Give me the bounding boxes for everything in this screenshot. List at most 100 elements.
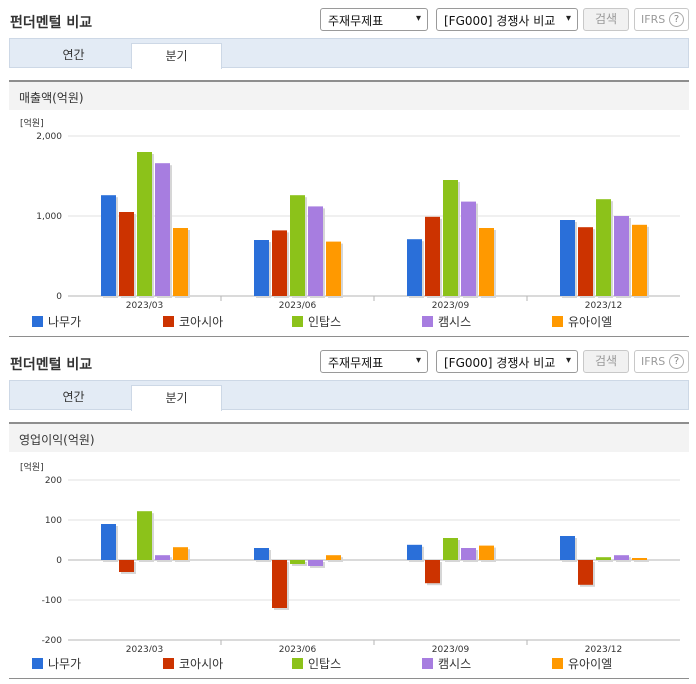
x-tick-label: 2023/12 [585, 645, 622, 652]
legend-swatch [32, 316, 43, 327]
statement-select-value: 주재무제표 [328, 356, 384, 370]
bar-5 [173, 228, 188, 296]
bar-3 [290, 560, 305, 564]
y-tick-label: 1,000 [36, 212, 62, 222]
section-header: 영업이익(억원) [9, 422, 689, 452]
search-button[interactable]: 검색 [583, 8, 629, 31]
ifrs-button[interactable]: IFRS ? [634, 350, 689, 373]
bar-4 [461, 548, 476, 560]
panel-title: 펀더멘털 비교 [10, 357, 93, 373]
bar-2 [578, 227, 593, 296]
bar-1 [254, 240, 269, 296]
legend-label: 인탑스 [308, 315, 342, 329]
bar-shadow [634, 560, 649, 562]
y-tick-label: 100 [45, 516, 62, 526]
revenue-bar-chart: [억원] 0 1,000 2,000 2023/03 2023/06 2023/09 2023… [20, 117, 680, 310]
question-circle-icon[interactable]: ? [669, 12, 684, 27]
legend-item[interactable]: 코아시아 [163, 313, 223, 330]
section-header: 매출액(억원) [9, 80, 689, 110]
x-tick-label: 2023/03 [126, 301, 163, 310]
bar-3 [290, 195, 305, 296]
bar-5 [326, 555, 341, 560]
x-tick-label: 2023/09 [432, 645, 470, 652]
legend-label: 나무가 [48, 315, 82, 329]
compare-select[interactable]: [FG000] 경쟁사 비교 ▾ [436, 8, 578, 31]
y-unit-label: [억원] [20, 461, 44, 473]
chevron-down-icon: ▾ [415, 355, 421, 366]
legend-swatch [163, 316, 174, 327]
bar-2 [578, 560, 593, 585]
legend-item[interactable]: 캠시스 [422, 655, 471, 672]
bar-2 [425, 216, 440, 296]
tab-quarterly[interactable]: 분기 [131, 385, 222, 411]
statement-select[interactable]: 주재무제표 ▾ [320, 8, 428, 31]
legend-swatch [292, 658, 303, 669]
legend-item[interactable]: 캠시스 [422, 313, 471, 330]
bar-4 [155, 163, 170, 296]
legend-label: 인탑스 [308, 657, 342, 671]
bar-2 [119, 212, 134, 296]
bar-4 [155, 555, 170, 560]
bar-3 [137, 152, 152, 296]
legend-item[interactable]: 인탑스 [292, 313, 341, 330]
bar-5 [479, 228, 494, 296]
chevron-down-icon: ▾ [565, 355, 571, 366]
bar-4 [614, 216, 629, 296]
x-tick-label: 2023/06 [279, 645, 317, 652]
operating-profit-bar-chart: [억원] -200 -100 0 100 200 2023/03 2023/06 2023/09… [20, 461, 680, 652]
ifrs-button[interactable]: IFRS ? [634, 8, 689, 31]
bar-2 [272, 230, 287, 296]
y-tick-label: 2,000 [36, 132, 62, 142]
x-tick-label: 2023/06 [279, 301, 317, 310]
bar-3 [596, 199, 611, 296]
legend-swatch [32, 658, 43, 669]
bar-4 [308, 560, 323, 566]
fundamental-panel-operating-profit: 펀더멘털 비교 주재무제표 ▾ [FG000] 경쟁사 비교 ▾ 검색 IFRS… [0, 342, 696, 684]
chart-legend: 나무가 코아시아 인탑스 캠시스 유아이엘 [32, 655, 672, 671]
legend-item[interactable]: 유아이엘 [552, 313, 612, 330]
statement-select[interactable]: 주재무제표 ▾ [320, 350, 428, 373]
legend-label: 코아시아 [179, 657, 224, 671]
period-tabs: 연간 분기 [9, 380, 689, 411]
legend-item[interactable]: 유아이엘 [552, 655, 612, 672]
chart-legend: 나무가 코아시아 인탑스 캠시스 유아이엘 [32, 313, 672, 329]
legend-label: 캠시스 [438, 315, 472, 329]
fundamental-panel-revenue: 펀더멘털 비교 주재무제표 ▾ [FG000] 경쟁사 비교 ▾ 검색 IFRS… [9, 8, 689, 337]
bar-1 [101, 524, 116, 560]
legend-item[interactable]: 인탑스 [292, 655, 341, 672]
y-tick-label: 0 [56, 292, 62, 302]
y-tick-label: -100 [42, 596, 63, 606]
chevron-down-icon: ▾ [415, 13, 421, 24]
legend-item[interactable]: 코아시아 [163, 655, 223, 672]
legend-swatch [552, 658, 563, 669]
bar-5 [479, 545, 494, 560]
divider [9, 336, 689, 337]
question-circle-icon[interactable]: ? [669, 354, 684, 369]
bar-3 [596, 557, 611, 560]
bar-1 [560, 220, 575, 296]
y-tick-label: 0 [56, 556, 62, 566]
bar-3 [443, 180, 458, 296]
bar-5 [326, 241, 341, 296]
bar-3 [137, 511, 152, 560]
tab-yearly[interactable]: 연간 [62, 390, 85, 404]
bar-shadow [598, 559, 613, 562]
x-tick-label: 2023/03 [126, 645, 163, 652]
tab-quarterly[interactable]: 분기 [131, 43, 222, 69]
legend-swatch [163, 658, 174, 669]
bar-1 [407, 239, 422, 296]
compare-select-value: [FG000] 경쟁사 비교 [444, 14, 556, 28]
legend-item[interactable]: 나무가 [32, 313, 81, 330]
legend-label: 유아이엘 [568, 657, 613, 671]
x-tick-label: 2023/12 [585, 301, 622, 310]
bar-4 [614, 555, 629, 560]
x-tick-label: 2023/09 [432, 301, 470, 310]
bar-5 [632, 558, 647, 560]
compare-select[interactable]: [FG000] 경쟁사 비교 ▾ [436, 350, 578, 373]
bar-4 [461, 201, 476, 296]
bar-3 [443, 538, 458, 560]
y-unit-label: [억원] [20, 117, 44, 129]
legend-item[interactable]: 나무가 [32, 655, 81, 672]
tab-yearly[interactable]: 연간 [62, 48, 85, 62]
search-button[interactable]: 검색 [583, 350, 629, 373]
